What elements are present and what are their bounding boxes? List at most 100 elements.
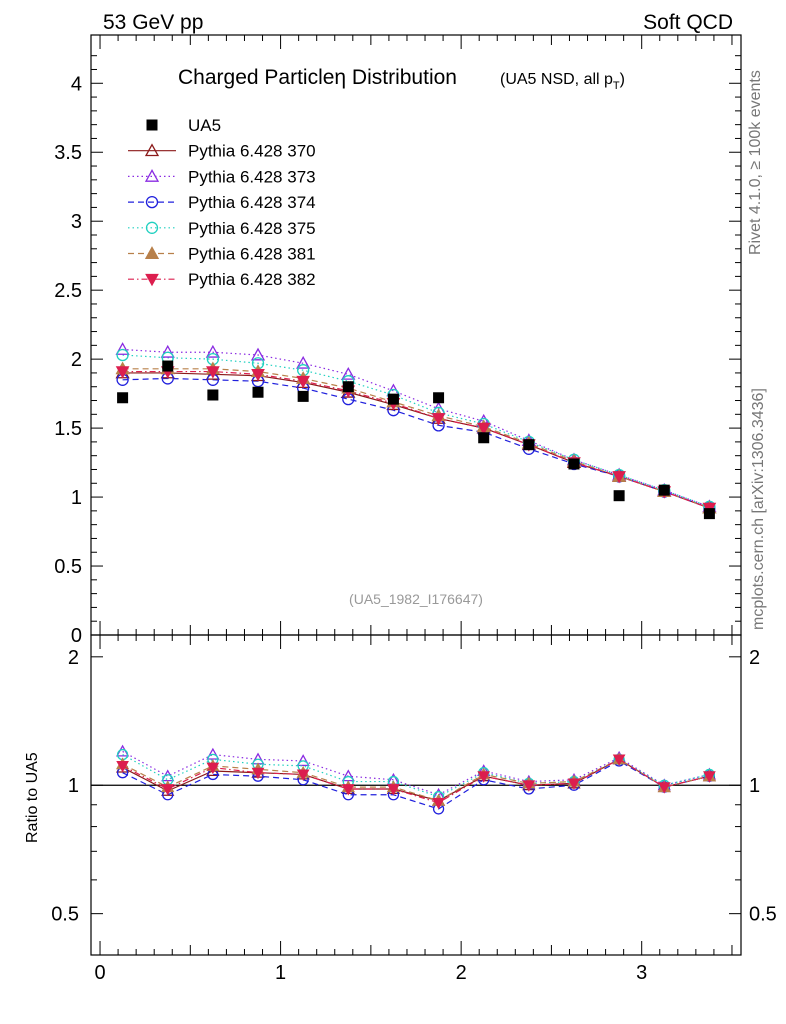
mcplots-label: mcplots.cern.ch [arXiv:1306.3436] xyxy=(750,388,767,630)
legend-marker xyxy=(145,273,159,287)
ratio-data-point xyxy=(296,754,310,767)
x-tick-label: 3 xyxy=(636,962,647,984)
main-data-point xyxy=(431,413,446,426)
legend-marker xyxy=(144,143,160,157)
ratio-series-line xyxy=(122,758,710,804)
legend-marker xyxy=(146,119,158,131)
main-series-line xyxy=(122,354,710,508)
main-y-tick-label: 3.5 xyxy=(54,142,82,164)
main-data-point xyxy=(160,344,175,358)
legend-label: Pythia 6.428 374 xyxy=(188,193,316,212)
legend-marker xyxy=(145,221,159,234)
ratio-series-line xyxy=(122,754,710,798)
ratio-data-point xyxy=(432,797,445,810)
main-y-tick-label: 2 xyxy=(71,349,82,371)
main-data-point xyxy=(296,375,311,389)
ratio-data-point xyxy=(296,769,310,781)
ratio-data-point xyxy=(657,782,671,794)
legend-marker xyxy=(144,246,160,259)
main-data-point xyxy=(703,508,715,520)
main-data-point xyxy=(252,386,264,398)
rivet-version-label: Rivet 4.1.0, ≥ 100k events xyxy=(747,70,764,255)
header-right: Soft QCD xyxy=(643,11,733,34)
legend-marker xyxy=(144,169,160,182)
legend-label: Pythia 6.428 370 xyxy=(188,142,316,161)
main-data-point xyxy=(296,355,311,369)
main-data-point xyxy=(612,471,626,484)
subtitle-subscript: T xyxy=(613,80,620,92)
main-data-point xyxy=(251,369,265,382)
ratio-data-point xyxy=(206,747,220,760)
legend-label: Pythia 6.428 373 xyxy=(188,167,316,186)
x-tick-label: 2 xyxy=(456,962,467,984)
main-y-tick-label: 0.5 xyxy=(54,556,82,578)
main-y-tick-label: 1 xyxy=(71,487,82,509)
main-data-point xyxy=(250,347,266,361)
ratio-data-point xyxy=(116,761,129,773)
ratio-data-point xyxy=(477,771,491,783)
main-series-group xyxy=(115,342,717,520)
main-data-point xyxy=(162,360,174,372)
legend-label: Pythia 6.428 382 xyxy=(188,270,316,289)
main-y-tick-label: 3 xyxy=(71,211,82,233)
ratio-data-point xyxy=(206,762,220,775)
ratio-data-point xyxy=(522,780,536,792)
main-y-tick-label: 2.5 xyxy=(54,280,82,302)
ratio-y-tick-label: 2 xyxy=(68,647,79,669)
ratio-data-point xyxy=(567,778,581,790)
ratio-data-point xyxy=(251,767,265,780)
main-series-line xyxy=(122,348,710,508)
ratio-data-point xyxy=(161,784,175,796)
main-data-point xyxy=(116,348,129,362)
ratio-y-tick-label: 0.5 xyxy=(51,904,79,926)
chart-title: Charged Particleη Distribution xyxy=(178,66,457,89)
main-data-point xyxy=(341,366,356,380)
legend-label: Pythia 6.428 375 xyxy=(188,219,316,238)
main-data-point xyxy=(297,390,309,402)
legend-label: UA5 xyxy=(188,116,221,135)
subtitle-end: ) xyxy=(620,71,625,88)
subtitle-text: (UA5 NSD, all p xyxy=(500,71,613,88)
main-data-point xyxy=(387,393,399,405)
ratio-data-point xyxy=(612,754,626,766)
legend-label: Pythia 6.428 381 xyxy=(188,245,316,264)
main-data-point xyxy=(115,342,130,355)
ratio-y-tick-label-right: 1 xyxy=(749,775,760,797)
main-data-point xyxy=(433,392,445,404)
main-series-line xyxy=(122,370,710,509)
axis-ticks: 0 0.5 1 1.5 2 2.5 3 3.5 4 0 1 2 3 0.5 0.5 1 1 2 2 xyxy=(51,35,777,984)
x-tick-label: 0 xyxy=(94,962,105,984)
main-data-point xyxy=(478,432,490,444)
ratio-y-axis-label: Ratio to UA5 xyxy=(24,752,41,843)
header-left: 53 GeV pp xyxy=(103,11,203,34)
main-data-point xyxy=(207,389,219,401)
ratio-series-line xyxy=(122,750,710,796)
ratio-data-point xyxy=(703,771,716,783)
main-data-point xyxy=(613,490,625,502)
main-y-tick-label: 0 xyxy=(71,625,82,647)
ratio-series-group xyxy=(115,744,717,815)
x-tick-label: 1 xyxy=(275,962,286,984)
analysis-id-label: (UA5_1982_I176647) xyxy=(349,591,483,607)
main-y-tick-label: 4 xyxy=(71,73,82,95)
main-data-point xyxy=(342,381,354,393)
main-data-point xyxy=(117,392,129,404)
main-data-point xyxy=(205,344,220,358)
main-data-point xyxy=(658,484,670,496)
ratio-y-tick-label-right: 0.5 xyxy=(749,904,777,926)
ratio-panel-frame xyxy=(90,634,742,956)
ratio-y-tick-label-right: 2 xyxy=(749,647,760,669)
ratio-data-point xyxy=(387,784,400,796)
main-data-point xyxy=(568,458,580,470)
main-data-point xyxy=(523,439,535,451)
main-data-point xyxy=(476,422,491,436)
main-data-point xyxy=(206,366,220,379)
main-y-tick-label: 1.5 xyxy=(54,418,82,440)
ratio-data-point xyxy=(341,784,355,796)
main-data-point xyxy=(115,366,130,379)
legend: UA5 Pythia 6.428 370 Pythia 6.428 373 Pythi… xyxy=(128,116,316,289)
chart-subtitle: (UA5 NSD, all pT) xyxy=(500,71,625,92)
ratio-y-tick-label: 1 xyxy=(68,775,79,797)
legend-marker xyxy=(145,195,159,209)
